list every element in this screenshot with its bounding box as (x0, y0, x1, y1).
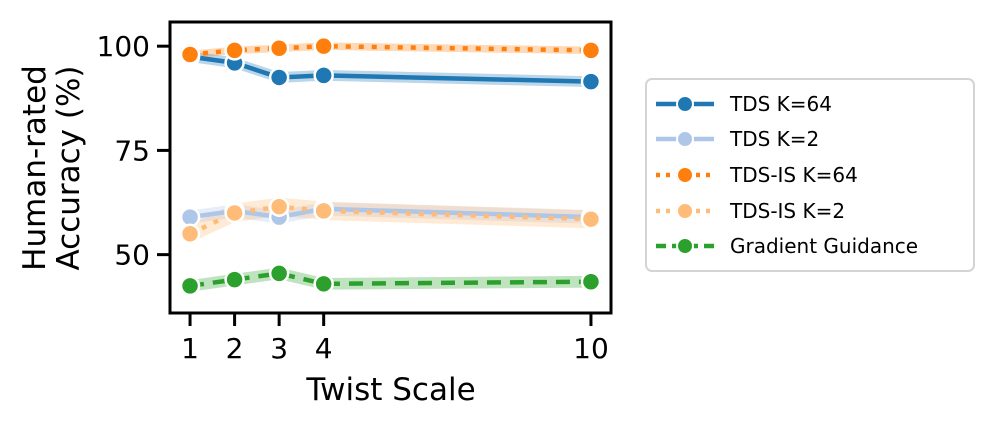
x-tick-label: 1 (181, 332, 199, 365)
data-point-gradient-guidance (580, 271, 602, 292)
legend-item-tds-is-k-64: TDS-IS K=64 (654, 157, 973, 193)
legend-label: TDS K=64 (730, 91, 832, 116)
line-tds-is-k-64 (189, 43, 591, 57)
y-tick-label: 50 (114, 239, 150, 272)
legend-marker (676, 237, 694, 256)
legend: TDS K=64 TDS K=2 TDS-IS K=64 TDS-IS K=2 Grad… (645, 78, 975, 272)
data-point-tds-is-k-2 (179, 223, 201, 245)
legend-symbol-icon (656, 201, 714, 220)
data-point-tds-is-k-2 (580, 208, 602, 230)
band-tds-is-k-64 (190, 42, 591, 59)
x-axis-label: Twist Scale (305, 372, 475, 408)
legend-item-tds-k-2: TDS K=2 (654, 122, 973, 158)
data-point-gradient-guidance (224, 269, 245, 290)
band-tds-is-k-2 (190, 197, 591, 243)
plot-area (168, 20, 613, 315)
legend-label: TDS K=2 (730, 127, 820, 152)
legend-marker (676, 94, 694, 113)
legend-symbol-icon (656, 166, 714, 184)
x-tick-label: 4 (315, 332, 333, 365)
data-point-tds-k-2 (179, 206, 201, 228)
data-point-tds-k-64 (313, 65, 334, 86)
data-point-tds-is-k-64 (313, 35, 334, 57)
data-point-tds-is-k-64 (179, 44, 201, 65)
legend-item-tds-is-k-2: TDS-IS K=2 (654, 193, 973, 229)
y-axis-label-line1: Human-rated (17, 65, 53, 271)
data-point-tds-k-64 (580, 71, 602, 92)
legend-label: TDS-IS K=64 (730, 163, 858, 187)
x-axis: 1 2 3 4 10 (181, 313, 609, 365)
x-tick-label: 2 (226, 332, 244, 365)
data-points (179, 35, 602, 297)
data-point-gradient-guidance (179, 275, 201, 297)
legend-label: Gradient Guidance (730, 234, 919, 259)
data-point-gradient-guidance (313, 273, 334, 295)
line-gradient-guidance (189, 271, 591, 289)
x-tick-label: 10 (573, 332, 609, 365)
legend-item-tds-k-64: TDS K=64 (654, 86, 973, 122)
legend-item-gradient-guidance: Gradient Guidance (654, 228, 973, 264)
x-tick-label: 3 (270, 332, 288, 365)
y-axis: 50 75 100 (97, 30, 170, 272)
data-point-tds-k-64 (268, 67, 290, 88)
legend-marker (676, 201, 694, 220)
legend-marker (676, 166, 694, 184)
legend-symbol-icon (656, 94, 714, 113)
data-point-tds-is-k-2 (224, 202, 245, 224)
band-gradient-guidance (190, 267, 591, 292)
data-point-tds-is-k-64 (268, 38, 290, 59)
data-point-tds-is-k-64 (580, 40, 602, 61)
legend-symbol-icon (656, 130, 714, 149)
legend-symbol-icon (656, 237, 714, 256)
data-point-tds-is-k-64 (224, 40, 245, 61)
legend-marker (676, 130, 694, 149)
data-point-tds-is-k-2 (313, 200, 334, 222)
legend-label: TDS-IS K=2 (730, 198, 846, 223)
y-axis-label-line2: Accuracy (%) (51, 65, 87, 270)
y-tick-label: 100 (97, 30, 150, 63)
y-tick-label: 75 (114, 134, 150, 167)
data-point-tds-is-k-2 (268, 196, 290, 217)
data-point-gradient-guidance (268, 263, 290, 284)
